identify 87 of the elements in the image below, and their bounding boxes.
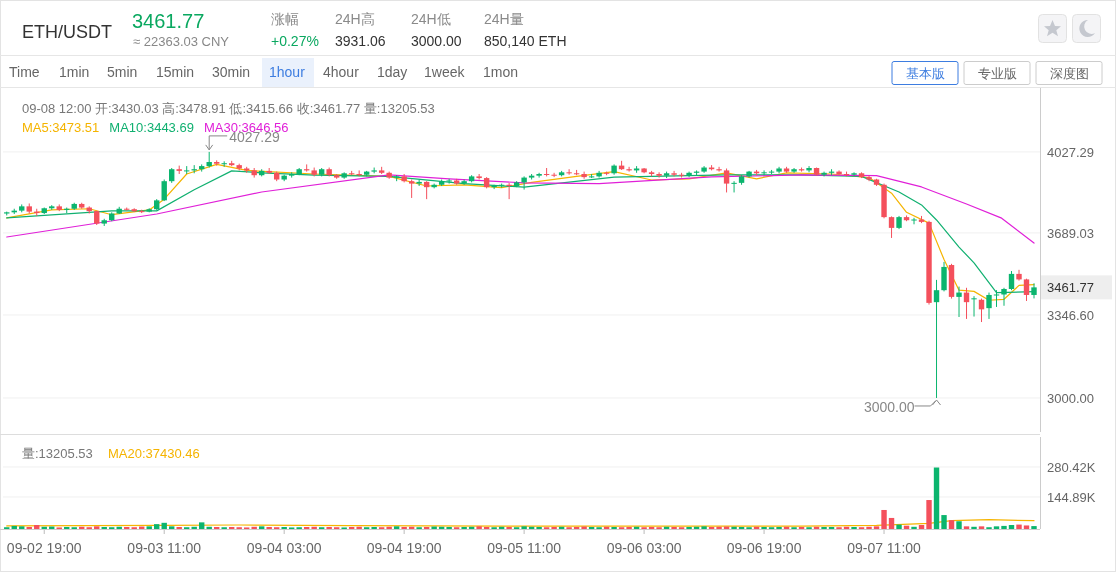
- bar: [888, 517, 895, 529]
- bar: [258, 526, 265, 529]
- bar: [978, 526, 985, 529]
- text: 1min: [59, 64, 90, 80]
- x-tick-label: 09-02 19:00: [6, 540, 82, 556]
- y-tick-label: 280.42K: [1047, 459, 1096, 475]
- text: 3931.06: [335, 33, 386, 49]
- text: 24H低: [411, 11, 451, 27]
- text: MA20:37430.46: [108, 446, 200, 461]
- bar: [169, 526, 175, 529]
- text: ≈ 22363.03 CNY: [133, 34, 230, 49]
- text: MA5:3473.51: [22, 120, 100, 135]
- bar: [431, 526, 437, 529]
- bar: [993, 526, 1000, 529]
- bar: [19, 526, 25, 529]
- y-tick-label: 4027.29: [1047, 144, 1094, 160]
- bar: [731, 526, 737, 529]
- bar: [1008, 525, 1015, 529]
- text: 1day: [377, 64, 408, 80]
- bar: [1023, 525, 1030, 529]
- text: 5min: [107, 64, 138, 80]
- bar: [896, 524, 902, 529]
- text: 深度图: [1049, 66, 1089, 81]
- bar: [581, 526, 587, 529]
- bar: [971, 526, 977, 529]
- text: 1mon: [483, 64, 519, 80]
- text: 15min: [156, 64, 195, 80]
- text: 1hour: [269, 64, 306, 80]
- bar: [716, 526, 722, 529]
- text: MA10:3443.69: [109, 120, 194, 135]
- bar: [911, 526, 917, 529]
- text: +0.27%: [271, 33, 319, 49]
- bar: [1001, 525, 1007, 529]
- text: 1week: [424, 64, 466, 80]
- bar: [918, 525, 925, 529]
- y-tick-label: 144.89K: [1047, 489, 1096, 505]
- bar: [94, 526, 100, 529]
- text: 基本版: [905, 66, 945, 81]
- bar: [199, 522, 205, 529]
- text: 850,140 ETH: [484, 33, 567, 49]
- annotation: 量:13205.53: [22, 446, 93, 461]
- x-tick-label: 09-06 03:00: [606, 540, 682, 556]
- bar: [161, 522, 167, 529]
- text: 3000.00: [411, 33, 462, 49]
- bar: [1031, 526, 1037, 529]
- bar: [956, 521, 962, 529]
- annotation: 09-08 12:00 开:3430.03 高:3478.91 低:3415.66 收:3461.77 量:13205.53: [22, 101, 435, 116]
- bar: [926, 500, 932, 529]
- text: Time: [9, 64, 40, 80]
- bar: [881, 509, 887, 529]
- bar: [941, 515, 947, 529]
- x-tick-label: 09-04 19:00: [366, 540, 442, 556]
- x-tick-label: 09-04 03:00: [246, 540, 322, 556]
- chart-title: ETH/USDT: [22, 22, 112, 42]
- bar: [34, 525, 40, 529]
- bar: [963, 526, 970, 529]
- text: 3461.77: [132, 10, 205, 32]
- x-tick-label: 09-07 11:00: [847, 540, 922, 556]
- text: 24H高: [335, 11, 375, 27]
- text: 涨幅: [271, 11, 299, 27]
- bar: [386, 526, 392, 529]
- bar: [393, 526, 400, 529]
- bar: [476, 526, 482, 529]
- bar: [521, 526, 527, 529]
- bar: [948, 520, 955, 529]
- bar: [1016, 524, 1022, 529]
- y-tick-label: 3000.00: [1047, 390, 1094, 406]
- bar: [154, 524, 160, 529]
- y-tick-label: 3346.60: [1047, 307, 1094, 323]
- x-tick-label: 09-05 11:00: [487, 540, 562, 556]
- text: 24H量: [484, 11, 524, 27]
- text: 专业版: [977, 66, 1017, 81]
- bar: [873, 526, 880, 529]
- bar: [866, 526, 872, 529]
- text: 30min: [212, 64, 251, 80]
- y-tick-label: 3689.03: [1047, 225, 1094, 241]
- bar: [251, 526, 257, 529]
- bar: [311, 526, 317, 529]
- bar: [933, 467, 940, 529]
- x-tick-label: 09-06 19:00: [726, 540, 802, 556]
- x-tick-label: 09-03 11:00: [127, 540, 202, 556]
- bar: [146, 526, 152, 529]
- annotation: 3000.00: [863, 398, 915, 415]
- text: 4hour: [323, 64, 360, 80]
- bar: [701, 526, 707, 529]
- annotation: 3461.77: [1047, 280, 1094, 296]
- bar: [356, 526, 362, 529]
